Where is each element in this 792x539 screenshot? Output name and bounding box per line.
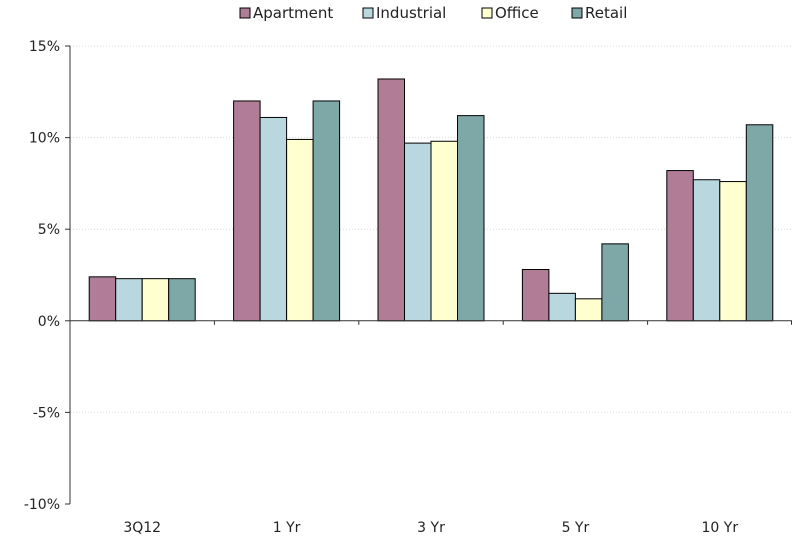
y-tick-label: 5% [38, 222, 60, 238]
bar-retail-1-yr [312, 100, 341, 322]
legend-label-apartment: Apartment [253, 4, 333, 22]
x-tick-label: 3 Yr [417, 520, 445, 536]
y-tick-label: 10% [29, 131, 60, 147]
x-tick-label: 3Q12 [123, 520, 161, 536]
bar-industrial-10-yr [692, 179, 721, 322]
y-tick-label: 15% [29, 39, 60, 55]
legend-swatch-retail [571, 7, 583, 19]
legend-label-industrial: Industrial [376, 4, 446, 22]
legend: Apartment Industrial Office Retail [239, 4, 627, 22]
bar-industrial-1-yr [259, 116, 288, 322]
y-tick-label: -10% [24, 497, 60, 513]
bar-retail-3q12 [168, 278, 196, 322]
bar-apartment-5-yr [521, 269, 550, 322]
x-tick-label: 5 Yr [562, 520, 590, 536]
bar-retail-5-yr [601, 243, 629, 322]
bar-office-1-yr [286, 138, 314, 322]
y-tick-label: -5% [33, 405, 60, 421]
bar-apartment-10-yr [666, 170, 694, 322]
bar-office-3-yr [430, 140, 458, 322]
bar-office-3q12 [141, 278, 170, 322]
bar-industrial-3q12 [115, 278, 143, 322]
bar-apartment-3-yr [377, 78, 405, 322]
bar-retail-10-yr [745, 124, 774, 322]
y-tick-label: 0% [38, 314, 60, 330]
axes [69, 46, 792, 504]
x-tick-label: 1 Yr [273, 520, 301, 536]
bars [88, 78, 774, 322]
x-tick-label: 10 Yr [702, 520, 739, 536]
x-axis-ticks: 3Q12 1 Yr 3 Yr 5 Yr 10 Yr [123, 320, 792, 536]
legend-label-retail: Retail [585, 4, 627, 22]
bar-office-10-yr [719, 181, 747, 322]
legend-label-office: Office [495, 4, 539, 22]
legend-swatch-apartment [239, 7, 251, 19]
legend-swatch-industrial [362, 7, 374, 19]
bar-industrial-5-yr [548, 292, 576, 322]
y-axis-ticks: -10% -5% 0% 5% 10% 15% [24, 39, 70, 513]
bar-retail-3-yr [457, 115, 485, 322]
bar-apartment-1-yr [233, 100, 261, 322]
legend-swatch-office [481, 7, 493, 19]
bar-apartment-3q12 [88, 276, 117, 322]
bar-office-5-yr [574, 298, 603, 322]
bar-industrial-3-yr [404, 142, 432, 322]
